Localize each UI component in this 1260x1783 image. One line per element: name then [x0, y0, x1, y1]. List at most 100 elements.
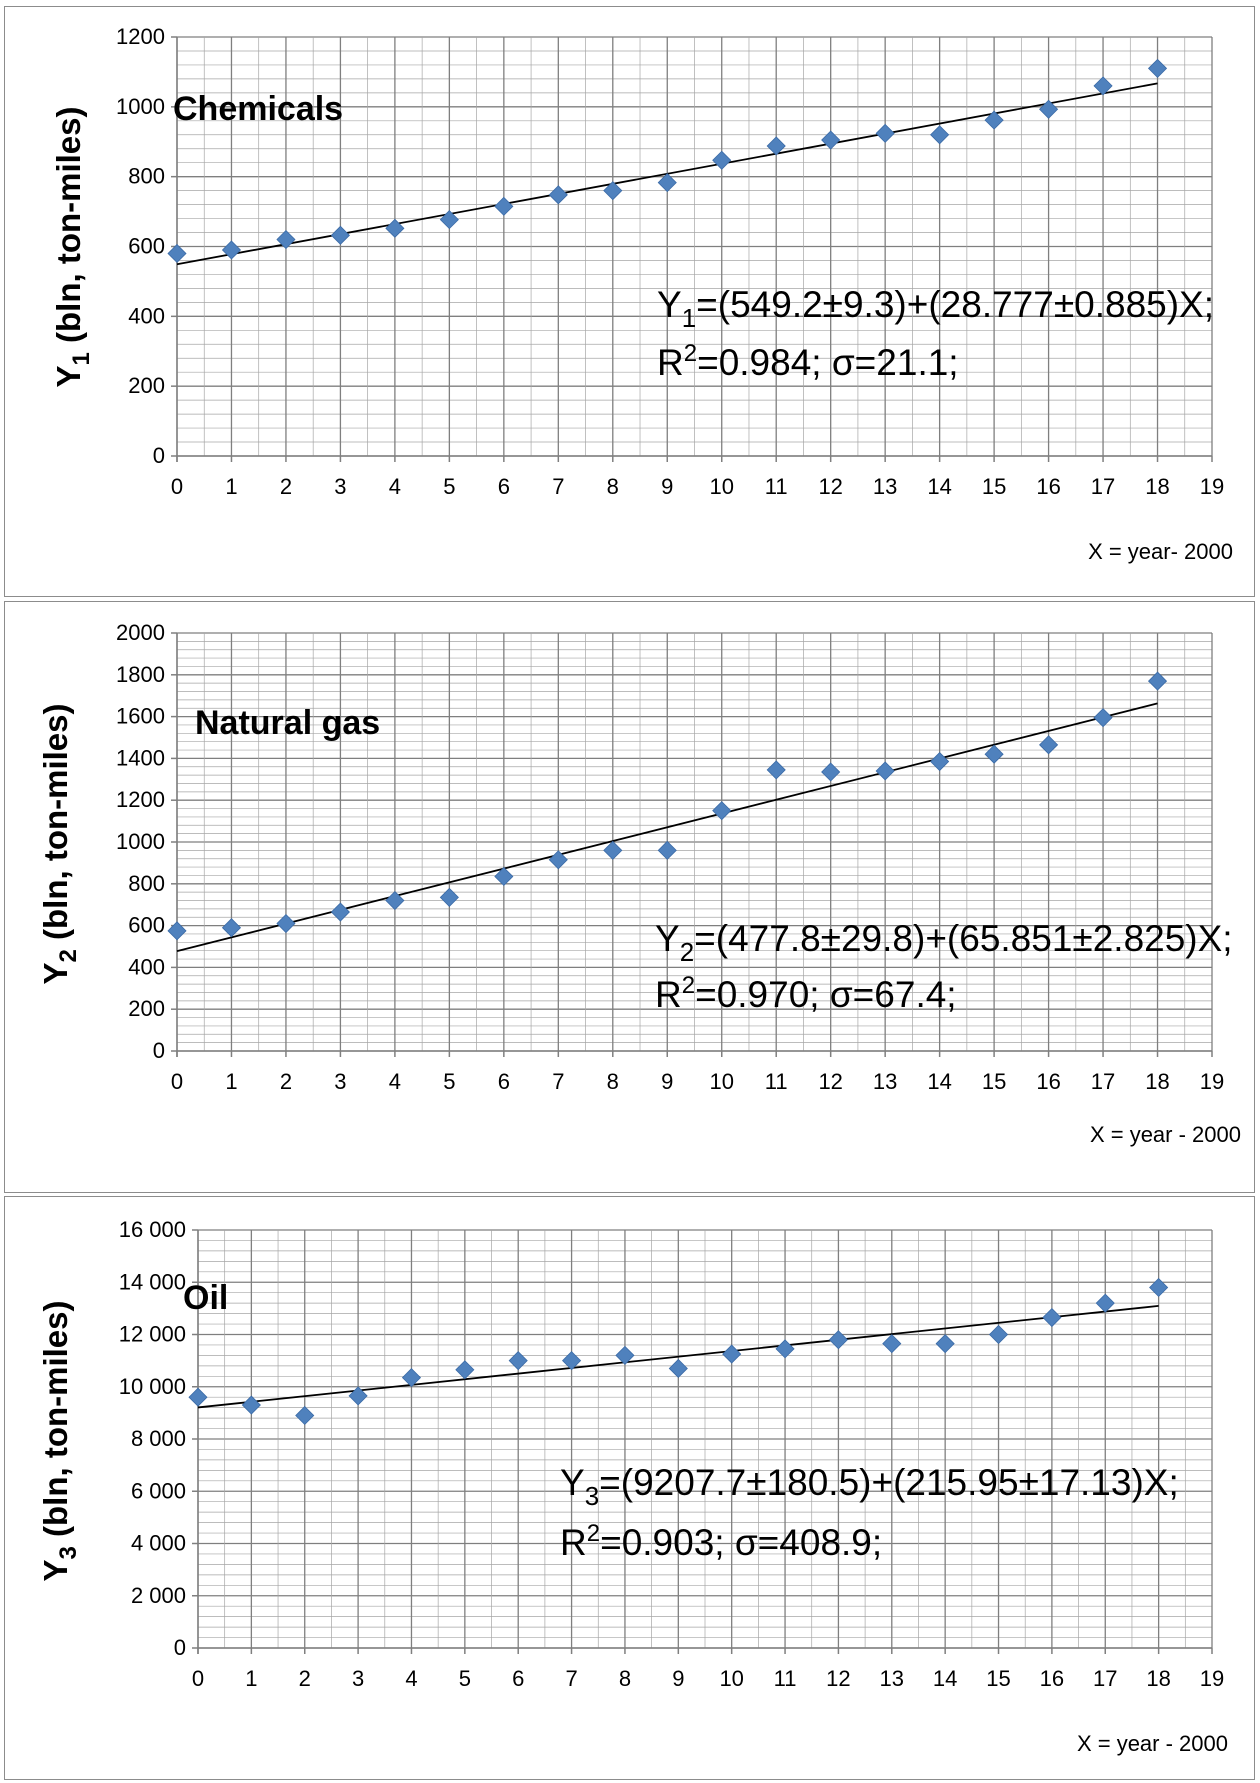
data-point: [439, 887, 459, 907]
x-tick-label: 19: [1200, 1666, 1224, 1691]
x-tick-label: 8: [607, 1069, 619, 1094]
y-axis-label: Y1 (bln, ton-miles): [50, 106, 95, 387]
series-title: Natural gas: [195, 704, 380, 742]
data-point: [988, 1324, 1009, 1345]
y-tick-label: 6 000: [131, 1478, 186, 1503]
data-point: [1093, 76, 1113, 96]
data-point: [657, 173, 677, 193]
x-tick-label: 1: [225, 474, 237, 499]
data-point: [1042, 1307, 1062, 1328]
y-tick-label: 200: [128, 373, 165, 398]
data-point: [1093, 708, 1113, 728]
y-tick-label: 2000: [116, 620, 165, 645]
data-point: [828, 1330, 848, 1350]
regression-stats: R2=0.903; σ=408.9;: [560, 1520, 882, 1563]
data-point: [935, 1334, 955, 1354]
x-tick-label: 4: [405, 1666, 417, 1691]
x-tick-label: 17: [1091, 1069, 1115, 1094]
x-tick-label: 9: [661, 474, 673, 499]
x-tick-label: 19: [1200, 1069, 1224, 1094]
data-point: [385, 890, 405, 911]
chart-oil: 0 2 000 4 000 6 000 8 000 10 000 12 000 14 000 1…: [37, 1217, 1228, 1756]
y-tick-label: 14 000: [119, 1269, 186, 1294]
y-tick-label: 0: [153, 1038, 165, 1063]
x-tick-label: 13: [880, 1666, 904, 1691]
data-point: [603, 840, 623, 860]
x-tick-label: 3: [334, 1069, 346, 1094]
data-point: [401, 1368, 422, 1388]
x-tick-label: 13: [873, 1069, 897, 1094]
x-tick-label: 6: [498, 1069, 510, 1094]
x-tick-label: 1: [245, 1666, 257, 1691]
data-point: [668, 1358, 688, 1379]
x-tick-label: 6: [498, 474, 510, 499]
chart-panel-chemicals: 0 200 400 600 800 1000 1200 0 1 2 3 4 5 6 7 8 9 10 11 12 13 1…: [4, 6, 1255, 597]
y-axis-label: Y3 (bln, ton-miles): [37, 1300, 82, 1581]
x-tick-label: 4: [389, 474, 401, 499]
data-point: [348, 1386, 368, 1406]
x-tick-label: 7: [565, 1666, 577, 1691]
y-tick-label: 800: [128, 164, 165, 189]
data-point: [603, 181, 623, 201]
y-tick-label: 400: [128, 303, 165, 328]
data-point: [766, 760, 786, 780]
series-title: Oil: [183, 1279, 228, 1317]
data-point: [295, 1405, 315, 1426]
series-title: Chemicals: [173, 90, 343, 128]
data-point: [821, 130, 841, 150]
data-point: [875, 123, 895, 143]
x-tick-label: 0: [192, 1666, 204, 1691]
x-tick-label: 7: [552, 474, 564, 499]
x-tick-label: 9: [672, 1666, 684, 1691]
y-tick-label: 8 000: [131, 1426, 186, 1451]
data-point: [1147, 58, 1168, 78]
y-tick-label: 12 000: [119, 1322, 186, 1347]
data-point: [548, 850, 568, 870]
regression-stats: R2=0.984; σ=21.1;: [657, 340, 959, 383]
x-tick-label: 11: [774, 1666, 797, 1691]
data-point: [330, 225, 350, 245]
x-tick-label: 16: [1036, 474, 1060, 499]
y-tick-label: 4 000: [131, 1531, 186, 1556]
data-point: [712, 150, 732, 170]
x-tick-label: 3: [334, 474, 346, 499]
x-tick-label: 18: [1145, 474, 1169, 499]
y-tick-label: 1200: [116, 787, 165, 812]
data-point: [657, 840, 677, 860]
x-tick-label: 0: [171, 1069, 183, 1094]
y-tick-label: 800: [128, 871, 165, 896]
data-point: [775, 1339, 795, 1359]
x-tick-label: 11: [765, 474, 788, 499]
x-tick-label: 15: [982, 1069, 1006, 1094]
x-tick-label: 1: [225, 1069, 237, 1094]
data-point: [188, 1387, 208, 1407]
x-tick-label: 5: [443, 1069, 455, 1094]
data-point: [221, 240, 242, 260]
x-tick-label: 17: [1091, 474, 1115, 499]
y-tick-label: 1800: [116, 662, 165, 687]
x-tick-label: 18: [1146, 1666, 1170, 1691]
x-tick-label: 2: [280, 1069, 292, 1094]
x-tick-label: 9: [661, 1069, 673, 1094]
data-point: [330, 902, 350, 922]
x-tick-label: 13: [873, 474, 897, 499]
data-point: [385, 218, 405, 238]
data-point: [276, 229, 296, 250]
data-point: [562, 1351, 582, 1371]
x-tick-label: 12: [818, 474, 842, 499]
data-point: [548, 185, 568, 205]
data-point: [439, 210, 459, 230]
x-tick-label: 12: [826, 1666, 850, 1691]
y-tick-label: 10 000: [119, 1374, 186, 1399]
regression-equation: Y2=(477.8±29.8)+(65.851±2.825)X;: [655, 918, 1233, 967]
x-tick-label: 15: [982, 474, 1006, 499]
y-tick-label: 600: [128, 913, 165, 938]
x-tick-label: 2: [280, 474, 292, 499]
grid: [176, 36, 1213, 457]
x-tick-label: 14: [927, 1069, 951, 1094]
y-tick-label: 0: [153, 443, 165, 468]
data-point: [615, 1345, 635, 1365]
x-tick-label: 4: [389, 1069, 401, 1094]
